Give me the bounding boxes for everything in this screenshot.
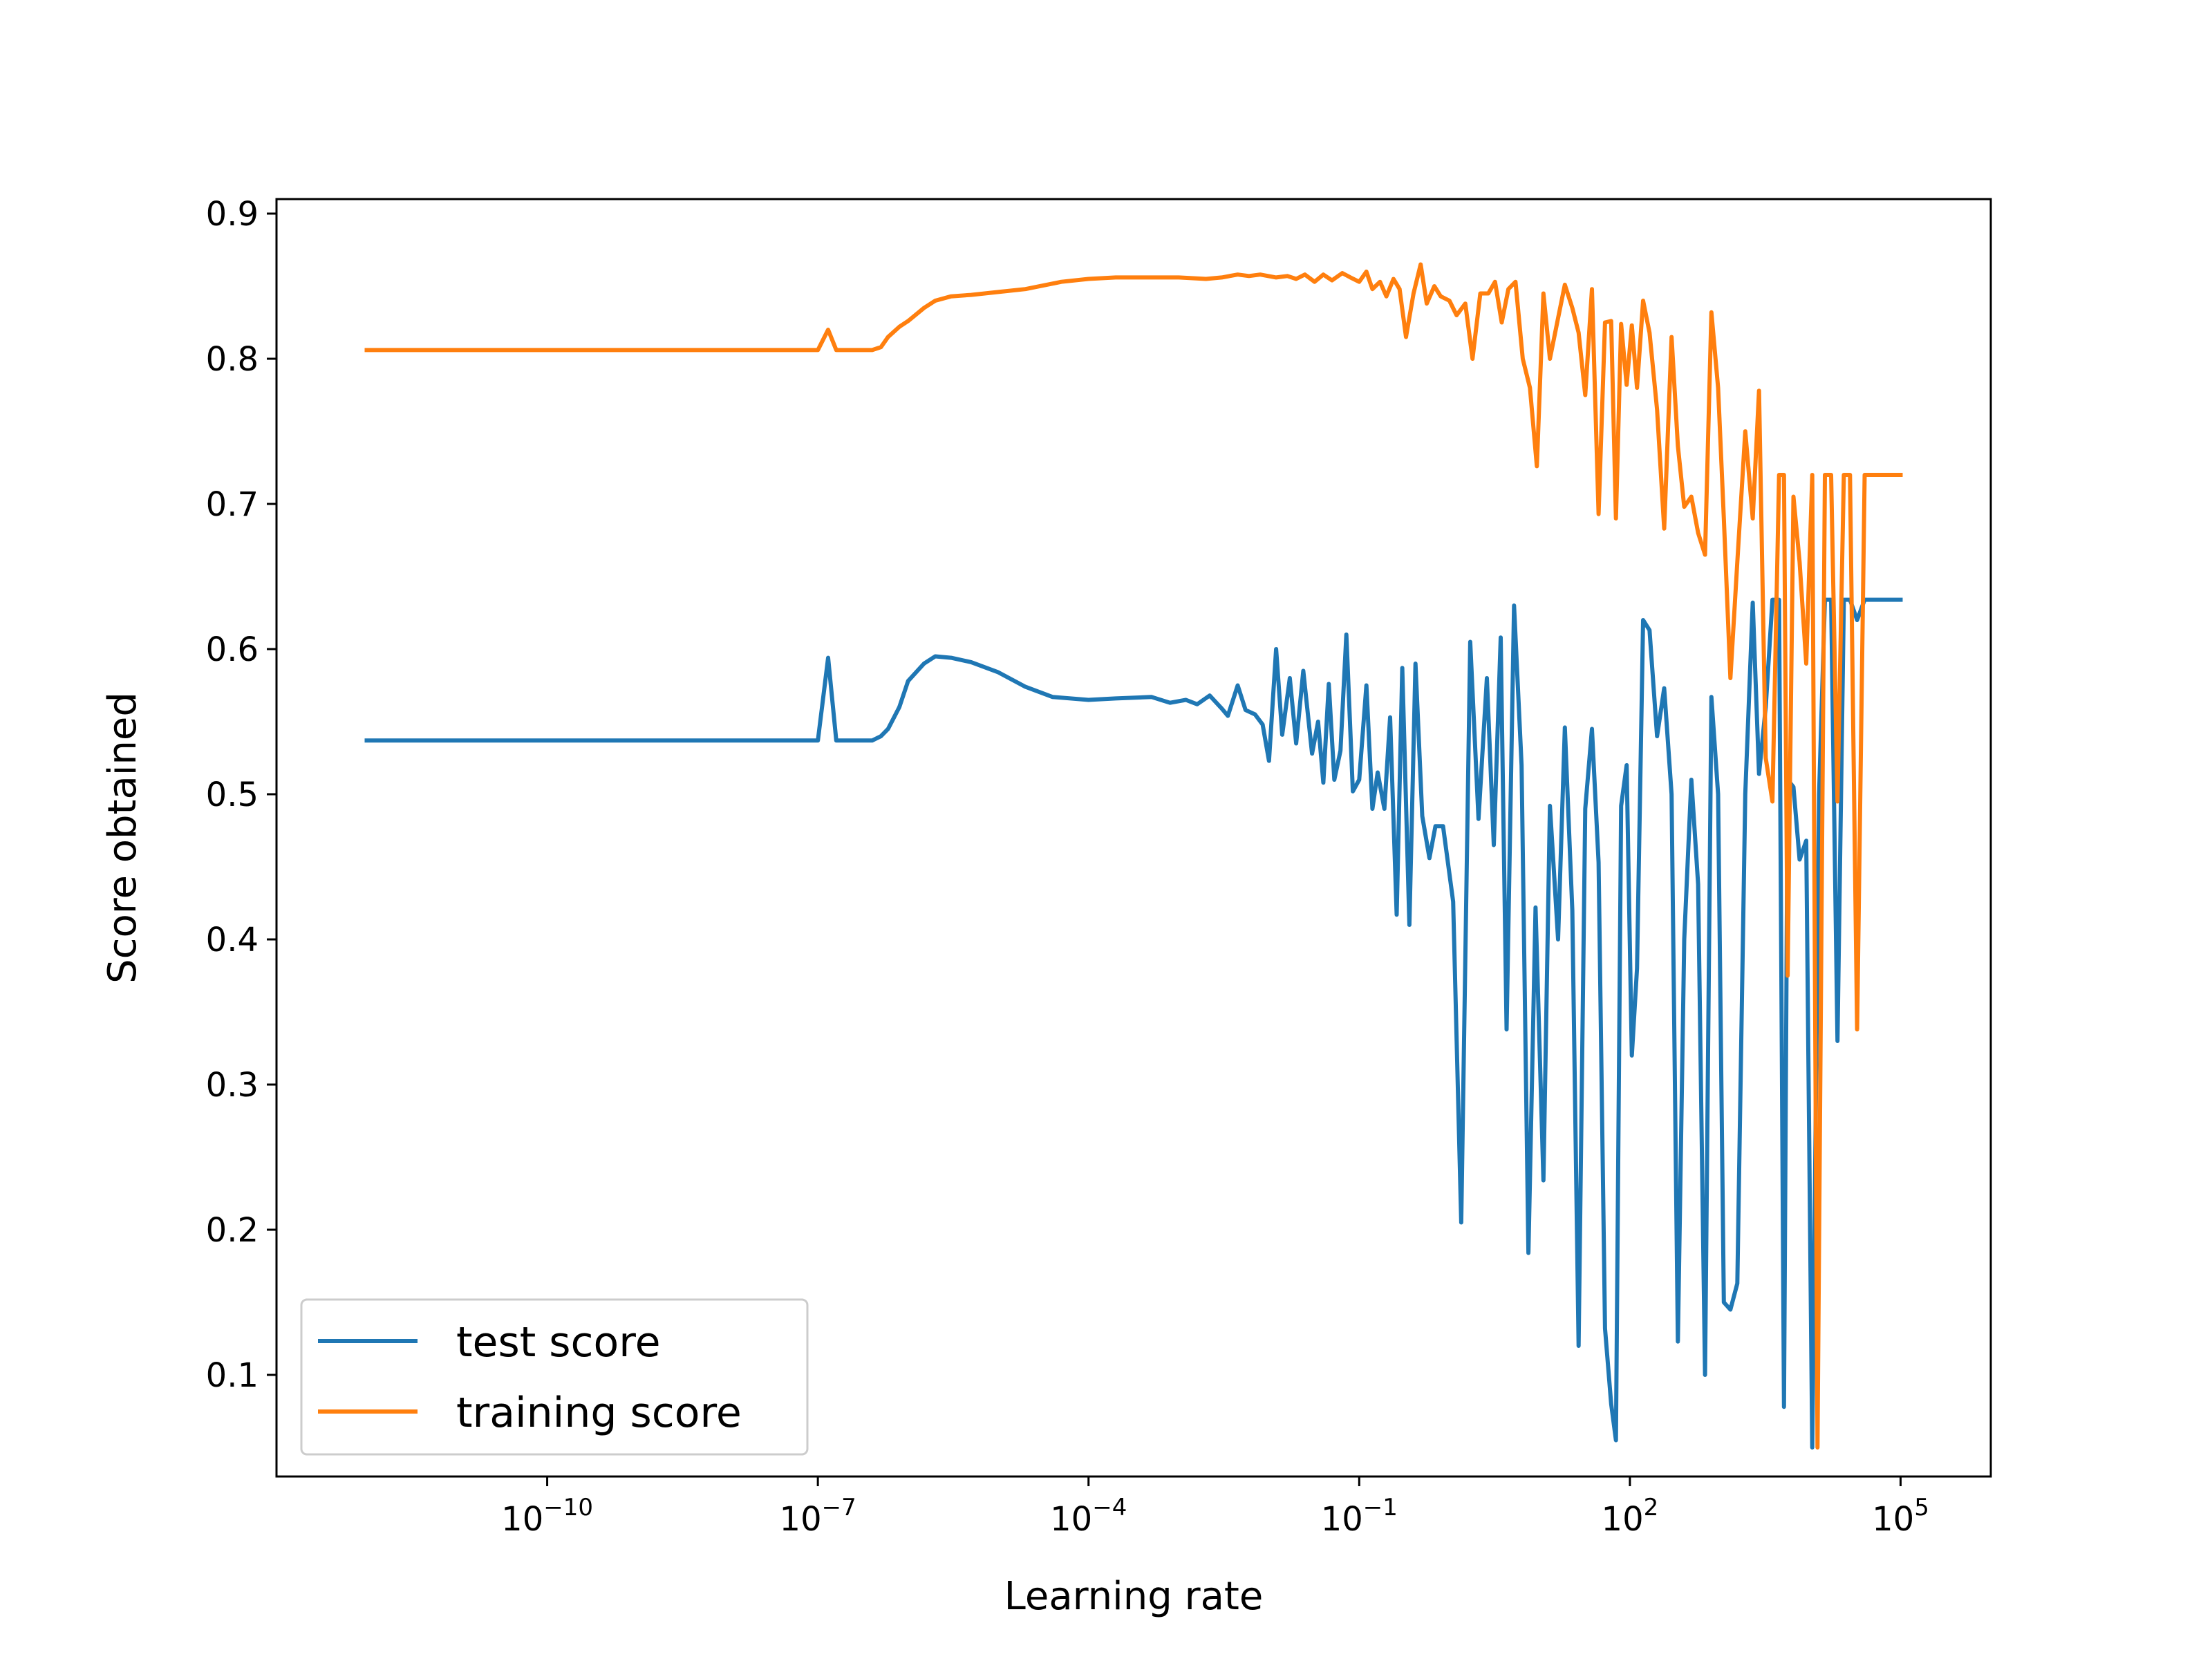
legend-label-test-score: test score bbox=[456, 1318, 661, 1367]
y-tick-label: 0.8 bbox=[206, 340, 259, 379]
x-tick-base: 10 bbox=[1602, 1500, 1644, 1539]
x-tick-base: 10 bbox=[780, 1500, 822, 1539]
x-tick-base: 10 bbox=[1050, 1500, 1092, 1539]
y-axis-label: Score obtained bbox=[100, 692, 145, 984]
series-layer bbox=[364, 262, 1903, 1450]
y-tick-label: 0.1 bbox=[206, 1356, 259, 1395]
x-axis-ticks: 10−10 10−7 10−4 10−1 102 105 bbox=[501, 1477, 1929, 1539]
series-line-test-score bbox=[364, 597, 1903, 1450]
x-tick-base: 10 bbox=[1321, 1500, 1363, 1539]
x-tick-label: 10−7 bbox=[780, 1494, 856, 1539]
x-tick-label: 102 bbox=[1602, 1494, 1659, 1539]
y-tick-label: 0.2 bbox=[206, 1211, 259, 1250]
legend-box bbox=[300, 1298, 809, 1456]
y-tick-label: 0.6 bbox=[206, 630, 259, 669]
x-tick-exponent: −4 bbox=[1092, 1494, 1127, 1521]
series-line-training-score bbox=[364, 262, 1903, 1450]
y-axis-ticks: 0.1 0.2 0.3 0.4 0.5 0.6 0.7 0.8 0.9 bbox=[206, 195, 276, 1395]
x-tick-exponent: 2 bbox=[1644, 1494, 1659, 1521]
x-tick-label: 10−1 bbox=[1321, 1494, 1398, 1539]
y-tick-label: 0.5 bbox=[206, 776, 259, 814]
x-axis-label: Learning rate bbox=[1004, 1574, 1264, 1619]
y-tick-label: 0.9 bbox=[206, 195, 259, 234]
plot-frame bbox=[275, 198, 1992, 1478]
x-tick-exponent: −1 bbox=[1363, 1494, 1398, 1521]
x-tick-label: 10−10 bbox=[501, 1494, 593, 1539]
y-tick-label: 0.7 bbox=[206, 485, 259, 524]
x-tick-base: 10 bbox=[1872, 1500, 1914, 1539]
legend: test score training score bbox=[300, 1298, 809, 1456]
x-tick-exponent: −10 bbox=[543, 1494, 593, 1521]
legend-label-training-score: training score bbox=[456, 1389, 742, 1437]
x-tick-exponent: 5 bbox=[1914, 1494, 1929, 1521]
x-tick-label: 105 bbox=[1872, 1494, 1929, 1539]
x-tick-exponent: −7 bbox=[822, 1494, 856, 1521]
x-tick-base: 10 bbox=[501, 1500, 543, 1539]
x-tick-label: 10−4 bbox=[1050, 1494, 1127, 1539]
y-tick-label: 0.3 bbox=[206, 1066, 259, 1105]
y-tick-label: 0.4 bbox=[206, 921, 259, 959]
